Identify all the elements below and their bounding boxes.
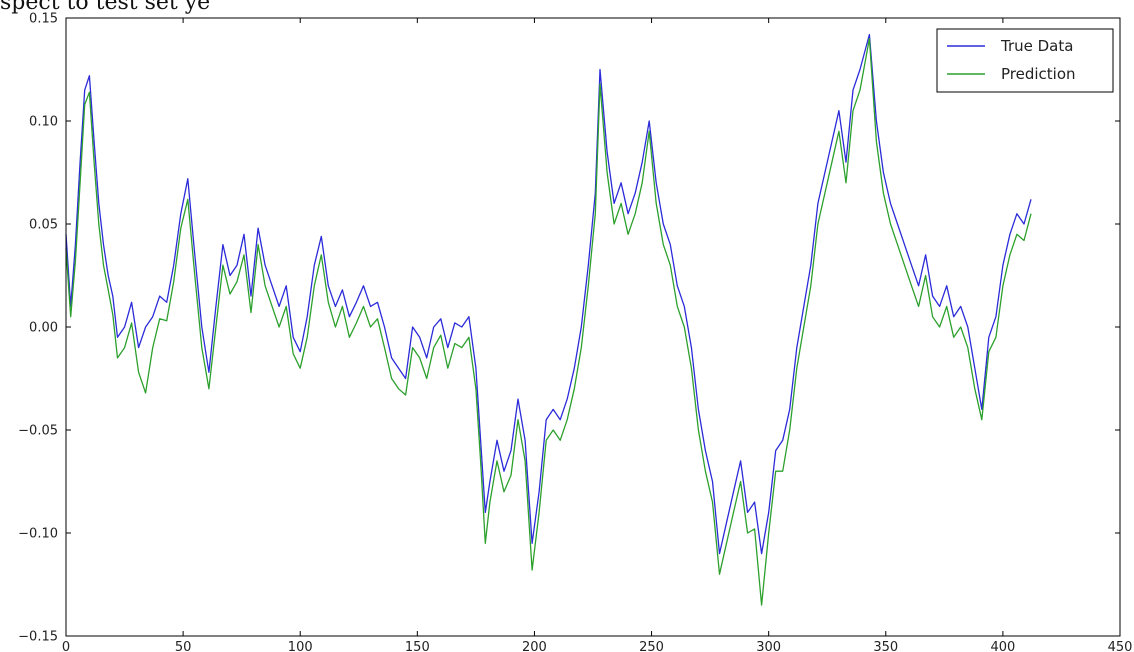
x-tick-label: 50 xyxy=(175,640,192,652)
y-tick-label: 0.15 xyxy=(29,12,58,27)
legend-label: True Data xyxy=(1000,37,1073,55)
x-tick-label: 300 xyxy=(756,640,781,652)
y-tick-label: −0.10 xyxy=(18,527,58,542)
y-tick-label: 0.10 xyxy=(29,115,58,130)
x-tick-label: 0 xyxy=(62,640,70,652)
x-tick-label: 150 xyxy=(405,640,430,652)
x-tick-label: 450 xyxy=(1108,640,1133,652)
legend-box xyxy=(936,28,1114,93)
x-tick-label: 200 xyxy=(522,640,547,652)
series-line-prediction xyxy=(65,37,1032,606)
y-tick-label: −0.15 xyxy=(18,630,58,645)
cropped-header-text: spect to test set ye xyxy=(0,0,211,15)
x-tick-label: 400 xyxy=(990,640,1015,652)
x-tick-label: 350 xyxy=(873,640,898,652)
series-line-true-data xyxy=(65,33,1032,555)
y-tick-label: −0.05 xyxy=(18,424,58,439)
y-tick-label: 0.00 xyxy=(29,321,58,336)
plot-frame xyxy=(65,17,1121,637)
series-lines xyxy=(65,33,1032,606)
axis-ticks: 0 50 100 150 200 250 300 350 400 450 −0.15 −0.10 −0.… xyxy=(18,12,1132,652)
legend: True Data Prediction xyxy=(936,28,1114,93)
x-tick-label: 100 xyxy=(288,640,313,652)
y-tick-label: 0.05 xyxy=(29,218,58,233)
x-tick-label: 250 xyxy=(639,640,664,652)
legend-label: Prediction xyxy=(1001,65,1076,83)
